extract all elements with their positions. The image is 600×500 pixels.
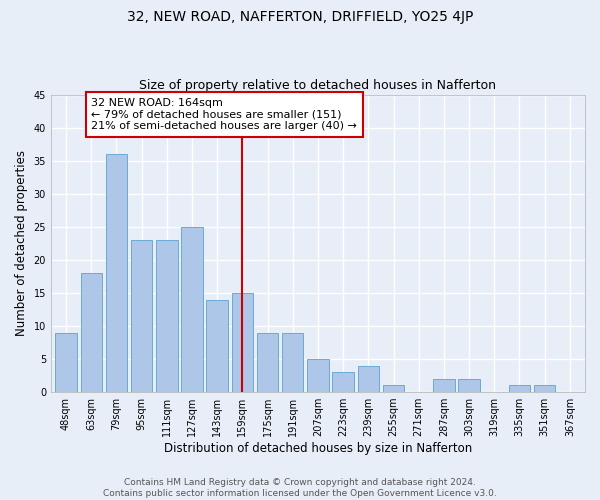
Bar xyxy=(106,154,127,392)
Bar xyxy=(232,293,253,392)
Bar xyxy=(534,386,556,392)
Bar xyxy=(509,386,530,392)
Text: 32, NEW ROAD, NAFFERTON, DRIFFIELD, YO25 4JP: 32, NEW ROAD, NAFFERTON, DRIFFIELD, YO25… xyxy=(127,10,473,24)
Bar xyxy=(80,273,102,392)
Bar xyxy=(358,366,379,392)
Bar xyxy=(458,379,480,392)
Bar xyxy=(383,386,404,392)
Bar xyxy=(307,359,329,392)
Bar xyxy=(257,332,278,392)
X-axis label: Distribution of detached houses by size in Nafferton: Distribution of detached houses by size … xyxy=(164,442,472,455)
Text: 32 NEW ROAD: 164sqm
← 79% of detached houses are smaller (151)
21% of semi-detac: 32 NEW ROAD: 164sqm ← 79% of detached ho… xyxy=(91,98,357,131)
Bar xyxy=(156,240,178,392)
Y-axis label: Number of detached properties: Number of detached properties xyxy=(15,150,28,336)
Text: Contains HM Land Registry data © Crown copyright and database right 2024.
Contai: Contains HM Land Registry data © Crown c… xyxy=(103,478,497,498)
Bar xyxy=(55,332,77,392)
Bar xyxy=(181,227,203,392)
Bar xyxy=(131,240,152,392)
Bar xyxy=(433,379,455,392)
Bar xyxy=(206,300,228,392)
Bar xyxy=(332,372,354,392)
Title: Size of property relative to detached houses in Nafferton: Size of property relative to detached ho… xyxy=(139,79,496,92)
Bar xyxy=(282,332,304,392)
